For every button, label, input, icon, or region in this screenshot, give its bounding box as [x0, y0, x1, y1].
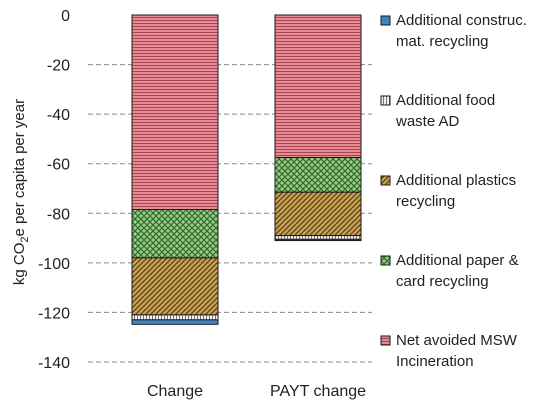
- legend-swatch: [380, 175, 391, 186]
- bar-segment: [131, 209, 219, 259]
- y-tick-label: -40: [47, 107, 70, 124]
- x-category-label: Change: [147, 383, 203, 400]
- bar-segment: [131, 14, 219, 211]
- legend-label: recycling: [396, 193, 455, 210]
- y-tick-label: -20: [47, 58, 70, 75]
- y-tick-labels: 0 -20 -40 -60 -80 -100 -120 -140: [38, 8, 70, 372]
- bars: [131, 14, 362, 325]
- legend-swatch: [380, 335, 391, 346]
- bar-segment: [274, 14, 362, 159]
- legend-swatch: [380, 255, 391, 266]
- legend-label: card recycling: [396, 273, 489, 290]
- legend-swatch: [380, 95, 391, 106]
- y-tick-label: -80: [47, 206, 70, 223]
- bar-segment: [274, 238, 362, 242]
- bar-segment: [131, 257, 219, 316]
- legend-swatch: [380, 15, 391, 26]
- legend-label: Net avoided MSW: [396, 332, 518, 349]
- y-tick-label: -60: [47, 157, 70, 174]
- y-tick-label: 0: [61, 8, 70, 25]
- legend-label: mat. recycling: [396, 33, 489, 50]
- legend-label: Additional plastics: [396, 172, 516, 189]
- bar-segment: [131, 319, 219, 325]
- x-category-label: PAYT change: [270, 383, 366, 400]
- bar-segment: [131, 314, 219, 321]
- legend-label: waste AD: [395, 113, 460, 130]
- y-axis-label: kg CO2e per capita per year: [11, 99, 31, 285]
- y-tick-label: -100: [38, 256, 70, 273]
- y-tick-label: -140: [38, 355, 70, 372]
- bar-segment: [274, 191, 362, 237]
- bar-segment: [274, 157, 362, 193]
- x-category-labels: Change PAYT change: [147, 383, 366, 400]
- bar-segment: [274, 235, 362, 240]
- legend-label: Additional paper &: [396, 252, 519, 269]
- legend-label: Additional food: [396, 92, 495, 109]
- legend: Additional construc. mat. recycling Additi…: [380, 12, 527, 370]
- legend-label: Additional construc.: [396, 12, 527, 29]
- y-tick-label: -120: [38, 305, 70, 322]
- legend-label: Incineration: [396, 353, 474, 370]
